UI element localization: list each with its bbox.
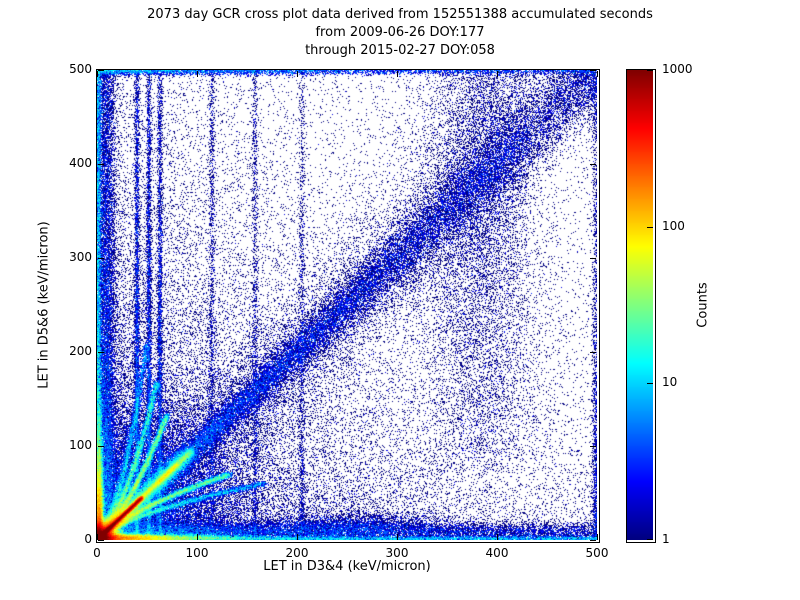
x-tick-mark xyxy=(297,534,298,540)
y-tick-mark-right xyxy=(590,258,596,259)
x-tick-label: 400 xyxy=(485,546,509,560)
y-tick-label: 300 xyxy=(69,250,92,264)
scatter-density-canvas xyxy=(97,70,597,540)
chart-title-line-1: 2073 day GCR cross plot data derived fro… xyxy=(147,7,653,22)
y-tick-mark xyxy=(98,258,104,259)
x-tick-mark-top xyxy=(397,71,398,77)
y-tick-label: 100 xyxy=(69,438,92,452)
x-tick-label: 200 xyxy=(285,546,309,560)
colorbar-tick-label: 1 xyxy=(662,532,670,546)
y-tick-mark-right xyxy=(590,446,596,447)
x-tick-mark xyxy=(97,534,98,540)
x-tick-label: 0 xyxy=(93,546,101,560)
colorbar-tick-mark xyxy=(647,70,653,71)
x-tick-mark xyxy=(197,534,198,540)
colorbar-canvas xyxy=(627,70,653,540)
colorbar-tick-label: 1000 xyxy=(662,62,693,76)
colorbar-tick-label: 10 xyxy=(662,375,678,390)
x-tick-mark-top xyxy=(497,71,498,77)
colorbar-tick-mark xyxy=(647,226,653,228)
y-tick-mark-right xyxy=(590,352,596,353)
y-tick-mark xyxy=(98,352,104,353)
y-tick-mark-right xyxy=(590,540,596,541)
x-tick-mark xyxy=(397,534,398,540)
chart-title: 2073 day GCR cross plot data derived fro… xyxy=(0,6,800,60)
y-tick-mark xyxy=(98,446,104,447)
x-tick-mark-top xyxy=(597,71,598,77)
y-tick-label: 200 xyxy=(69,344,92,358)
y-tick-label: 400 xyxy=(69,156,92,170)
colorbar-label: Counts xyxy=(695,282,711,328)
x-axis-label: LET in D3&4 (keV/micron) xyxy=(263,559,431,574)
y-tick-label: 500 xyxy=(69,62,92,76)
colorbar-tick-label: 100 xyxy=(662,218,685,233)
plot-frame xyxy=(96,69,600,543)
y-tick-mark xyxy=(98,70,104,71)
chart-title-line-3: through 2015-02-27 DOY:058 xyxy=(305,43,495,58)
x-tick-label: 100 xyxy=(185,546,209,560)
x-tick-mark-top xyxy=(297,71,298,77)
y-tick-mark-right xyxy=(590,70,596,71)
x-tick-mark-top xyxy=(97,71,98,77)
x-tick-mark xyxy=(497,534,498,540)
colorbar-tick-mark xyxy=(647,383,653,385)
y-axis-label: LET in D5&6 (keV/micron) xyxy=(36,221,52,389)
colorbar-frame xyxy=(626,69,656,543)
x-tick-label: 500 xyxy=(585,546,609,560)
y-tick-mark-right xyxy=(590,164,596,165)
y-tick-mark xyxy=(98,164,104,165)
y-tick-label: 0 xyxy=(84,532,92,546)
x-tick-mark xyxy=(597,534,598,540)
x-tick-mark-top xyxy=(197,71,198,77)
y-tick-mark xyxy=(98,540,104,541)
x-tick-label: 300 xyxy=(385,546,409,560)
chart-title-line-2: from 2009-06-26 DOY:177 xyxy=(315,25,485,40)
colorbar-tick-mark xyxy=(647,539,653,540)
